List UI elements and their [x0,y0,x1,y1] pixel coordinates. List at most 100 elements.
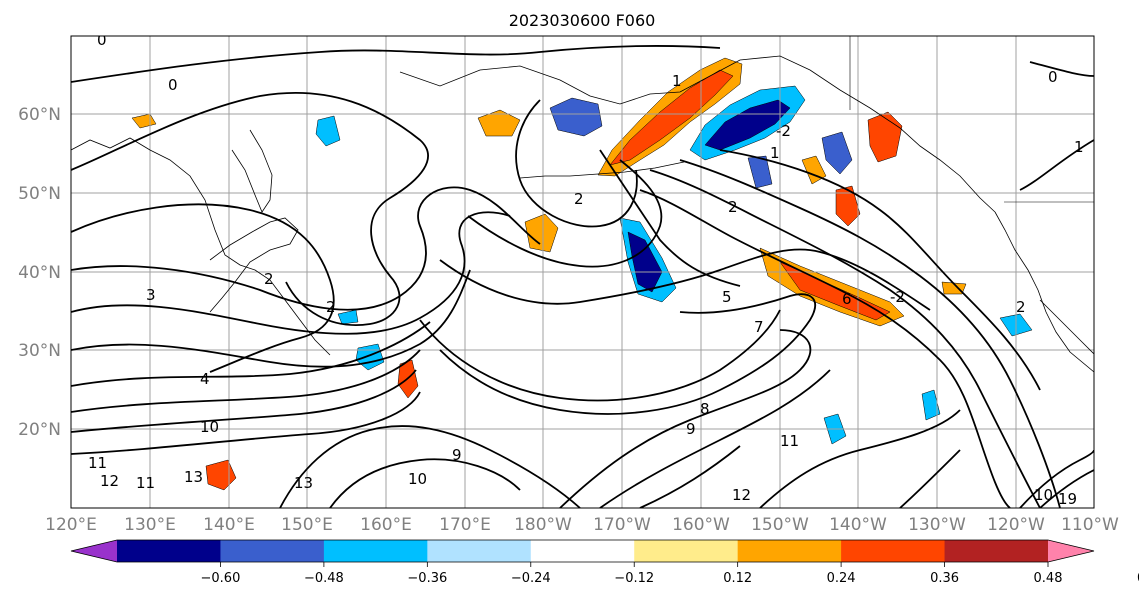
contour-line [71,45,721,83]
contour-label: 11 [88,454,107,472]
coastlines [71,36,1094,373]
contour-line [419,309,781,402]
colorbar-segments [117,540,1049,562]
contour-label: 4 [200,370,210,388]
colorbar-segment [220,540,325,562]
lat-label-50n: 50°N [18,184,61,204]
map-panel: 0 0 0 1 1 1 2 2 2 2 -2 -2 2 3 4 5 6 7 8 … [70,31,1095,509]
contour-line [71,349,421,413]
colorbar-tick-label: 0.36 [930,571,959,586]
colorbar-tick-label: −0.48 [304,571,344,586]
contour-line [599,369,831,508]
positive-patch-2 [524,213,559,253]
lon-label: 160°W [672,515,730,535]
colorbar-tick-label: 0.24 [827,571,856,586]
lon-label: 150°E [281,515,333,535]
contour-label: 0 [97,31,107,49]
contour-label: 2 [574,190,584,208]
coast-mexico [1039,299,1094,355]
colorbar: −0.60 −0.48 −0.36 −0.24 −0.12 0.12 0.24 0.36 0.4… [70,539,1139,586]
contour-label: 2 [264,270,274,288]
contour-line [71,186,541,311]
contour-line [71,321,431,387]
colorbar-tick-label: 0.60 [1137,571,1139,586]
contour-label: 2 [326,298,336,316]
coast-japan [209,217,299,313]
negative-patch-7 [747,155,773,189]
lon-label: 150°W [751,515,809,535]
contour-line [1039,469,1094,508]
lon-label: 170°W [593,515,651,535]
lat-label-30n: 30°N [18,341,61,361]
lon-label: 180°W [514,515,572,535]
contour-line [899,449,961,508]
contour-label: 13 [184,468,203,486]
contour-line [71,92,429,326]
positive-patch-4 [867,111,903,163]
contour-line [1029,61,1094,77]
contour-label: 8 [700,400,710,418]
lon-label: 110°W [1061,515,1119,535]
lat-label-60n: 60°N [18,105,61,125]
contour-line [639,445,741,508]
lon-label: 140°E [203,515,255,535]
contour-label: 0 [168,76,178,94]
contour-line [71,369,417,433]
contour-label: 1 [1074,138,1084,156]
contour-line [639,189,1011,508]
contour-line [467,159,663,268]
contour-line [279,425,581,508]
colorbar-ticks: −0.60 −0.48 −0.36 −0.24 −0.12 0.12 0.24 0.36 0.4… [201,562,1139,586]
gridlines [71,36,1094,508]
contour-label: 6 [842,290,852,308]
positive-patch-1 [477,109,521,137]
contour-label: -2 [890,288,905,306]
colorbar-extend-left [71,540,117,562]
contour-line [649,169,1041,508]
contour-label: 13 [294,474,313,492]
negative-bering [549,97,603,137]
contour-label: 19 [1058,490,1077,508]
coast-kamchatka [231,129,273,213]
contour-line [1019,139,1094,191]
contour-label: 12 [100,472,119,490]
contour-line [439,248,931,311]
negative-patch-8 [337,309,359,325]
colorbar-segment [841,540,946,562]
lon-label: 130°E [124,515,176,535]
lon-label: 130°W [908,515,966,535]
contour-label: 2 [728,198,738,216]
strong-positive-alaska [609,69,734,166]
colorbar-segment [323,540,428,562]
contour-label: 11 [780,432,799,450]
lon-label: 120°E [45,515,97,535]
negative-patch-1 [315,115,341,147]
colorbar-outline [70,539,1095,563]
contour-line [559,329,812,508]
contour-label: 3 [146,286,156,304]
coast-asia [71,137,331,356]
contour-line [719,149,1041,391]
colorbar-tick-label: 0.48 [1034,571,1063,586]
contour-label: 10 [1034,486,1053,504]
contour-lines [71,45,1094,508]
contour-label: 1 [672,72,682,90]
colorbar-segment [427,540,532,562]
colorbar-segment [634,540,739,562]
colorbar-segment [117,540,221,562]
map-frame [70,35,1095,509]
coast-aleutians [519,161,685,179]
colorbar-segment [944,540,1049,562]
longitude-labels: 120°E 130°E 140°E 150°E 160°E 170°E 180°… [45,515,1119,535]
colorbar-extend-right [1048,540,1094,562]
contour-label: 9 [452,446,462,464]
contour-label: 11 [136,474,155,492]
contour-label: 7 [754,318,764,336]
contour-line [329,458,521,508]
colorbar-tick-label: 0.12 [723,571,752,586]
contour-label: 12 [732,486,751,504]
contour-label: 10 [200,418,219,436]
latitude-labels: 60°N 50°N 40°N 30°N 20°N [18,105,61,440]
colorbar-segment [530,540,635,562]
